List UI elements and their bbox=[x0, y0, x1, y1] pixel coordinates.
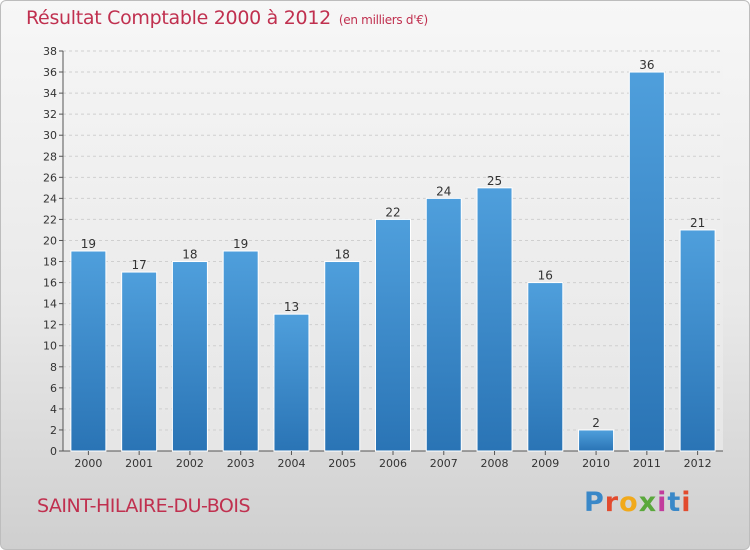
x-tick-label-2009: 2009 bbox=[531, 457, 559, 470]
y-tick-label: 20 bbox=[43, 234, 57, 247]
logo-letter: r bbox=[604, 487, 620, 518]
bar-2008 bbox=[476, 187, 513, 452]
logo-letter: P bbox=[584, 487, 605, 518]
value-label-2008: 25 bbox=[487, 174, 502, 188]
commune-name: SAINT-HILAIRE-DU-BOIS bbox=[37, 495, 251, 517]
x-tick-label-2010: 2010 bbox=[582, 457, 610, 470]
chart-title-text: Résultat Comptable 2000 à 2012 bbox=[26, 7, 331, 29]
x-tick-label-2000: 2000 bbox=[74, 457, 102, 470]
y-tick-label: 28 bbox=[43, 150, 57, 163]
x-tick-label-2008: 2008 bbox=[481, 457, 509, 470]
y-tick-label: 22 bbox=[43, 213, 57, 226]
value-label-2012: 21 bbox=[690, 216, 705, 230]
value-label-2005: 18 bbox=[335, 248, 350, 262]
y-tick-label: 36 bbox=[43, 66, 57, 79]
y-tick-label: 26 bbox=[43, 171, 57, 184]
x-tick-label-2002: 2002 bbox=[176, 457, 204, 470]
y-tick-label: 6 bbox=[50, 382, 57, 395]
logo-letter: o bbox=[619, 487, 639, 518]
bar-2010 bbox=[578, 429, 615, 452]
bar-2001 bbox=[121, 271, 158, 452]
y-tick-label: 34 bbox=[43, 87, 57, 100]
chart-title: Résultat Comptable 2000 à 2012 (en millie… bbox=[26, 7, 428, 29]
bar-2006 bbox=[375, 218, 411, 452]
y-tick-label: 10 bbox=[43, 340, 57, 353]
value-label-2011: 36 bbox=[639, 58, 654, 72]
value-label-2000: 19 bbox=[81, 237, 96, 251]
x-tick-label-2004: 2004 bbox=[277, 457, 305, 470]
y-tick-label: 4 bbox=[50, 403, 57, 416]
bar-2003 bbox=[222, 250, 259, 452]
y-tick-label: 8 bbox=[50, 361, 57, 374]
value-label-2007: 24 bbox=[436, 184, 451, 198]
bar-2000 bbox=[70, 250, 107, 452]
bar-2012 bbox=[679, 229, 716, 452]
y-tick-label: 14 bbox=[43, 298, 57, 311]
value-label-2004: 13 bbox=[284, 300, 299, 314]
bar-2007 bbox=[425, 197, 462, 452]
bar-2004 bbox=[273, 313, 310, 452]
logo-letter: i bbox=[681, 487, 692, 518]
y-tick-label: 0 bbox=[50, 445, 57, 458]
bar-2009 bbox=[527, 282, 564, 452]
bar-2005 bbox=[324, 261, 361, 452]
logo-letter: x bbox=[638, 487, 658, 518]
value-label-2002: 18 bbox=[182, 248, 197, 262]
value-label-2006: 22 bbox=[385, 205, 400, 219]
chart-subtitle: (en milliers d'€) bbox=[338, 13, 428, 27]
x-tick-label-2001: 2001 bbox=[125, 457, 153, 470]
bar-2011 bbox=[628, 71, 665, 452]
x-tick-label-2003: 2003 bbox=[227, 457, 255, 470]
y-tick-label: 38 bbox=[43, 45, 57, 58]
value-label-2001: 17 bbox=[132, 258, 147, 272]
y-tick-label: 30 bbox=[43, 129, 57, 142]
x-tick-label-2007: 2007 bbox=[430, 457, 458, 470]
y-tick-label: 32 bbox=[43, 108, 57, 121]
logo-letter: t bbox=[667, 487, 682, 518]
y-tick-label: 24 bbox=[43, 192, 57, 205]
y-tick-label: 16 bbox=[43, 277, 57, 290]
value-label-2010: 2 bbox=[592, 416, 600, 430]
logo-letter: i bbox=[657, 487, 668, 518]
proxiti-logo: Proxiti bbox=[584, 487, 692, 518]
y-tick-label: 2 bbox=[50, 424, 57, 437]
bar-2002 bbox=[171, 261, 208, 452]
x-tick-label-2011: 2011 bbox=[633, 457, 661, 470]
y-tick-label: 18 bbox=[43, 256, 57, 269]
x-tick-label-2006: 2006 bbox=[379, 457, 407, 470]
y-tick-label: 12 bbox=[43, 319, 57, 332]
value-label-2003: 19 bbox=[233, 237, 248, 251]
x-tick-label-2012: 2012 bbox=[684, 457, 712, 470]
x-tick-label-2005: 2005 bbox=[328, 457, 356, 470]
value-label-2009: 16 bbox=[538, 269, 553, 283]
